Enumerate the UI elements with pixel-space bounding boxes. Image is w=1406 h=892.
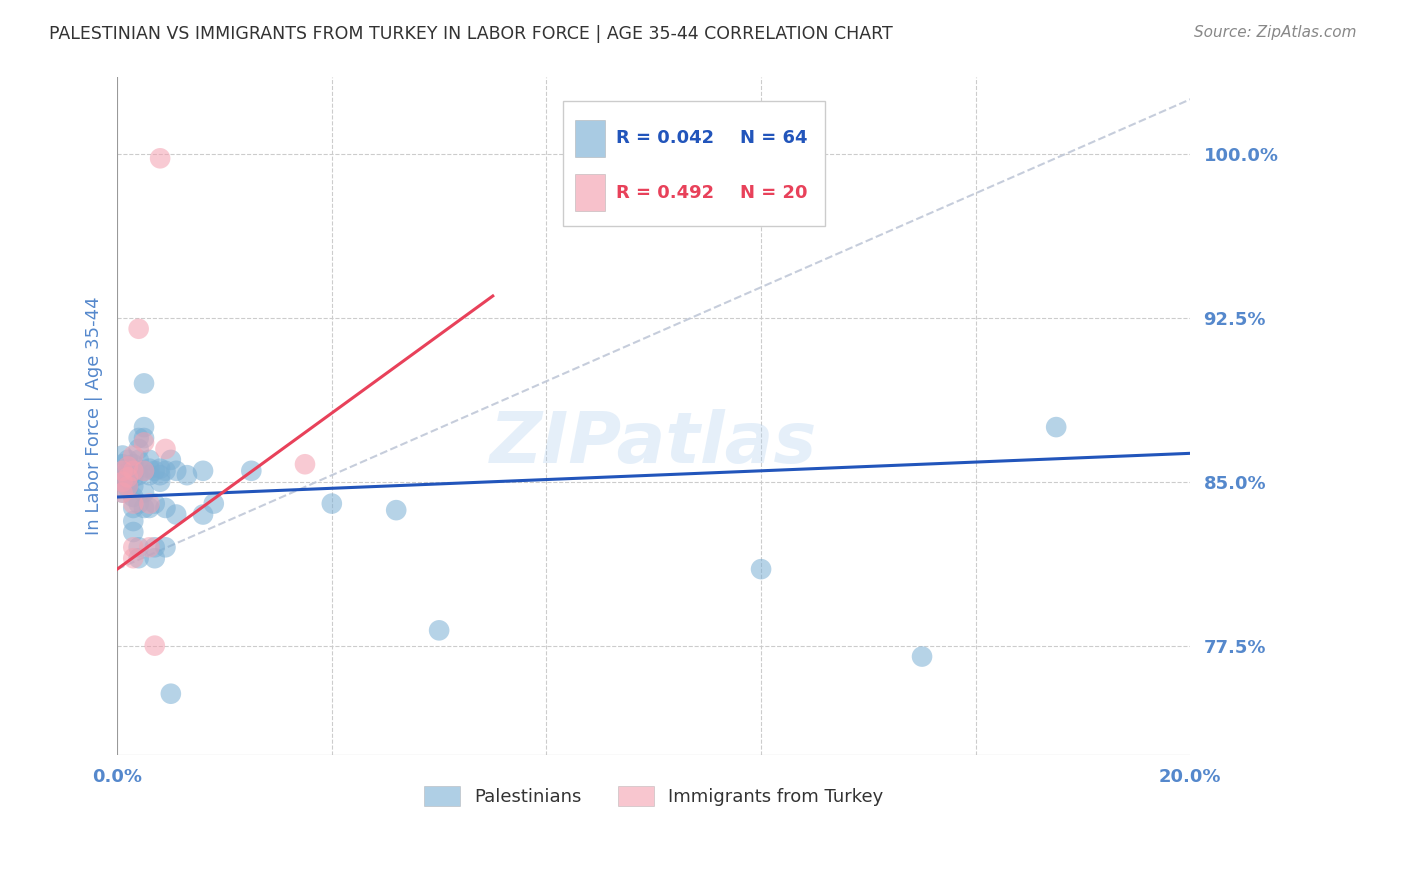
Point bbox=[191, 508, 214, 522]
Point bbox=[132, 435, 155, 450]
Point bbox=[117, 459, 139, 474]
Point bbox=[160, 453, 183, 467]
Text: ZIPatlas: ZIPatlas bbox=[491, 409, 817, 478]
Point bbox=[138, 541, 160, 555]
Point bbox=[176, 468, 198, 483]
Point bbox=[149, 468, 172, 483]
Point bbox=[122, 490, 145, 504]
Point bbox=[128, 497, 150, 511]
Point bbox=[191, 464, 214, 478]
Point bbox=[122, 449, 145, 463]
Point bbox=[122, 479, 145, 493]
Point bbox=[155, 541, 177, 555]
Point bbox=[117, 479, 139, 493]
Point bbox=[128, 431, 150, 445]
Point bbox=[149, 151, 172, 165]
Point bbox=[122, 470, 145, 484]
Point bbox=[165, 464, 187, 478]
Point bbox=[111, 485, 134, 500]
Legend: Palestinians, Immigrants from Turkey: Palestinians, Immigrants from Turkey bbox=[416, 779, 891, 814]
Point bbox=[111, 475, 134, 489]
Point bbox=[128, 541, 150, 555]
Point bbox=[122, 541, 145, 555]
Point bbox=[160, 687, 183, 701]
Point bbox=[165, 508, 187, 522]
Point bbox=[132, 420, 155, 434]
Point bbox=[138, 453, 160, 467]
Point bbox=[111, 449, 134, 463]
Point bbox=[117, 481, 139, 495]
Point bbox=[155, 500, 177, 515]
Point bbox=[128, 551, 150, 566]
Point bbox=[385, 503, 408, 517]
Point bbox=[321, 497, 343, 511]
Point bbox=[122, 497, 145, 511]
Point bbox=[111, 485, 134, 500]
Point bbox=[202, 497, 225, 511]
Point bbox=[155, 442, 177, 456]
Point bbox=[143, 464, 166, 478]
Point bbox=[117, 464, 139, 478]
Point bbox=[122, 551, 145, 566]
Point bbox=[143, 639, 166, 653]
Point bbox=[122, 500, 145, 515]
Point bbox=[111, 457, 134, 471]
Point bbox=[138, 468, 160, 483]
Bar bbox=[575, 120, 606, 157]
Point bbox=[128, 442, 150, 456]
Point bbox=[138, 461, 160, 475]
Point bbox=[132, 431, 155, 445]
Point bbox=[128, 468, 150, 483]
Point bbox=[240, 464, 263, 478]
Point bbox=[117, 453, 139, 467]
Point bbox=[117, 470, 139, 484]
Point bbox=[1045, 420, 1067, 434]
Point bbox=[143, 551, 166, 566]
Point bbox=[911, 649, 934, 664]
Text: PALESTINIAN VS IMMIGRANTS FROM TURKEY IN LABOR FORCE | AGE 35-44 CORRELATION CHA: PALESTINIAN VS IMMIGRANTS FROM TURKEY IN… bbox=[49, 25, 893, 43]
Point bbox=[132, 464, 155, 478]
Point bbox=[128, 453, 150, 467]
Text: R = 0.042: R = 0.042 bbox=[616, 129, 714, 147]
Point bbox=[111, 468, 134, 483]
Point bbox=[117, 459, 139, 474]
Point bbox=[111, 464, 134, 478]
Point bbox=[138, 500, 160, 515]
Point bbox=[143, 541, 166, 555]
Point bbox=[143, 497, 166, 511]
Y-axis label: In Labor Force | Age 35-44: In Labor Force | Age 35-44 bbox=[86, 297, 103, 535]
Point bbox=[122, 457, 145, 471]
Point bbox=[427, 624, 450, 638]
Point bbox=[117, 475, 139, 489]
Point bbox=[122, 524, 145, 539]
Point bbox=[122, 464, 145, 478]
Text: R = 0.492: R = 0.492 bbox=[616, 184, 714, 202]
FancyBboxPatch shape bbox=[562, 101, 825, 227]
Text: Source: ZipAtlas.com: Source: ZipAtlas.com bbox=[1194, 25, 1357, 40]
Point bbox=[122, 466, 145, 480]
Point bbox=[117, 479, 139, 493]
Point bbox=[122, 461, 145, 475]
Point bbox=[132, 500, 155, 515]
Point bbox=[132, 485, 155, 500]
Point bbox=[128, 322, 150, 336]
Point bbox=[117, 473, 139, 487]
Point bbox=[149, 475, 172, 489]
Point bbox=[155, 464, 177, 478]
Point bbox=[117, 468, 139, 483]
Point bbox=[138, 497, 160, 511]
Point bbox=[132, 464, 155, 478]
Point bbox=[749, 562, 772, 576]
Point bbox=[149, 461, 172, 475]
Text: N = 20: N = 20 bbox=[740, 184, 807, 202]
Bar bbox=[575, 174, 606, 211]
Point bbox=[122, 514, 145, 528]
Point bbox=[132, 376, 155, 391]
Point bbox=[294, 457, 316, 471]
Text: N = 64: N = 64 bbox=[740, 129, 807, 147]
